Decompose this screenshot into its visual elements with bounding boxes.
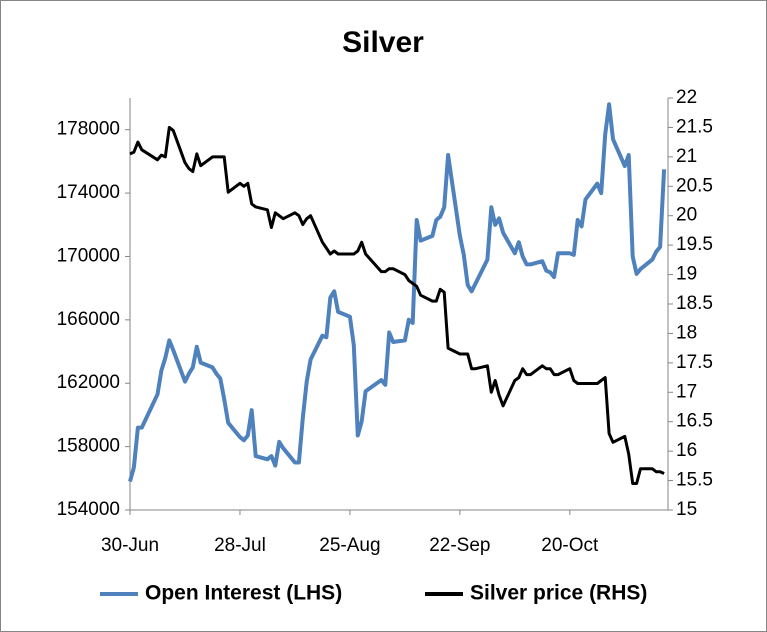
- y-tick-label: 162000: [57, 372, 120, 393]
- y-tick-label: 170000: [57, 245, 120, 266]
- chart-title: Silver: [342, 26, 424, 59]
- x-tick-label: 25-Aug: [319, 535, 380, 556]
- legend-label: Silver price (RHS): [470, 582, 647, 605]
- y2-tick-label: 20: [676, 205, 697, 226]
- x-tick-label: 28-Jul: [214, 535, 266, 556]
- y2-tick-label: 15: [676, 499, 697, 520]
- y2-tick-label: 18.5: [676, 293, 713, 314]
- y-tick-label: 154000: [57, 499, 120, 520]
- y2-tick-label: 21: [676, 146, 697, 167]
- y2-tick-label: 17: [676, 381, 697, 402]
- series-line: [129, 125, 665, 485]
- y2-tick-label: 15.5: [676, 470, 713, 491]
- y2-tick-label: 19: [676, 264, 697, 285]
- x-tick-label: 22-Sep: [429, 535, 490, 556]
- y2-tick-label: 18: [676, 322, 697, 343]
- y2-tick-label: 20.5: [676, 175, 713, 196]
- y2-tick-label: 19.5: [676, 234, 713, 255]
- y-tick-label: 174000: [57, 182, 120, 203]
- y2-tick-label: 16.5: [676, 411, 713, 432]
- y2-tick-label: 16: [676, 440, 697, 461]
- y2-tick-label: 21.5: [676, 116, 713, 137]
- series-line: [128, 102, 667, 483]
- x-tick-label: 30-Jun: [101, 535, 159, 556]
- x-tick-label: 20-Oct: [541, 535, 599, 556]
- y-tick-label: 166000: [57, 309, 120, 330]
- legend-label: Open Interest (LHS): [145, 582, 342, 605]
- y-tick-label: 178000: [57, 119, 120, 140]
- y2-tick-label: 22: [676, 87, 697, 108]
- y-tick-label: 158000: [57, 436, 120, 457]
- y2-tick-label: 17.5: [676, 352, 713, 373]
